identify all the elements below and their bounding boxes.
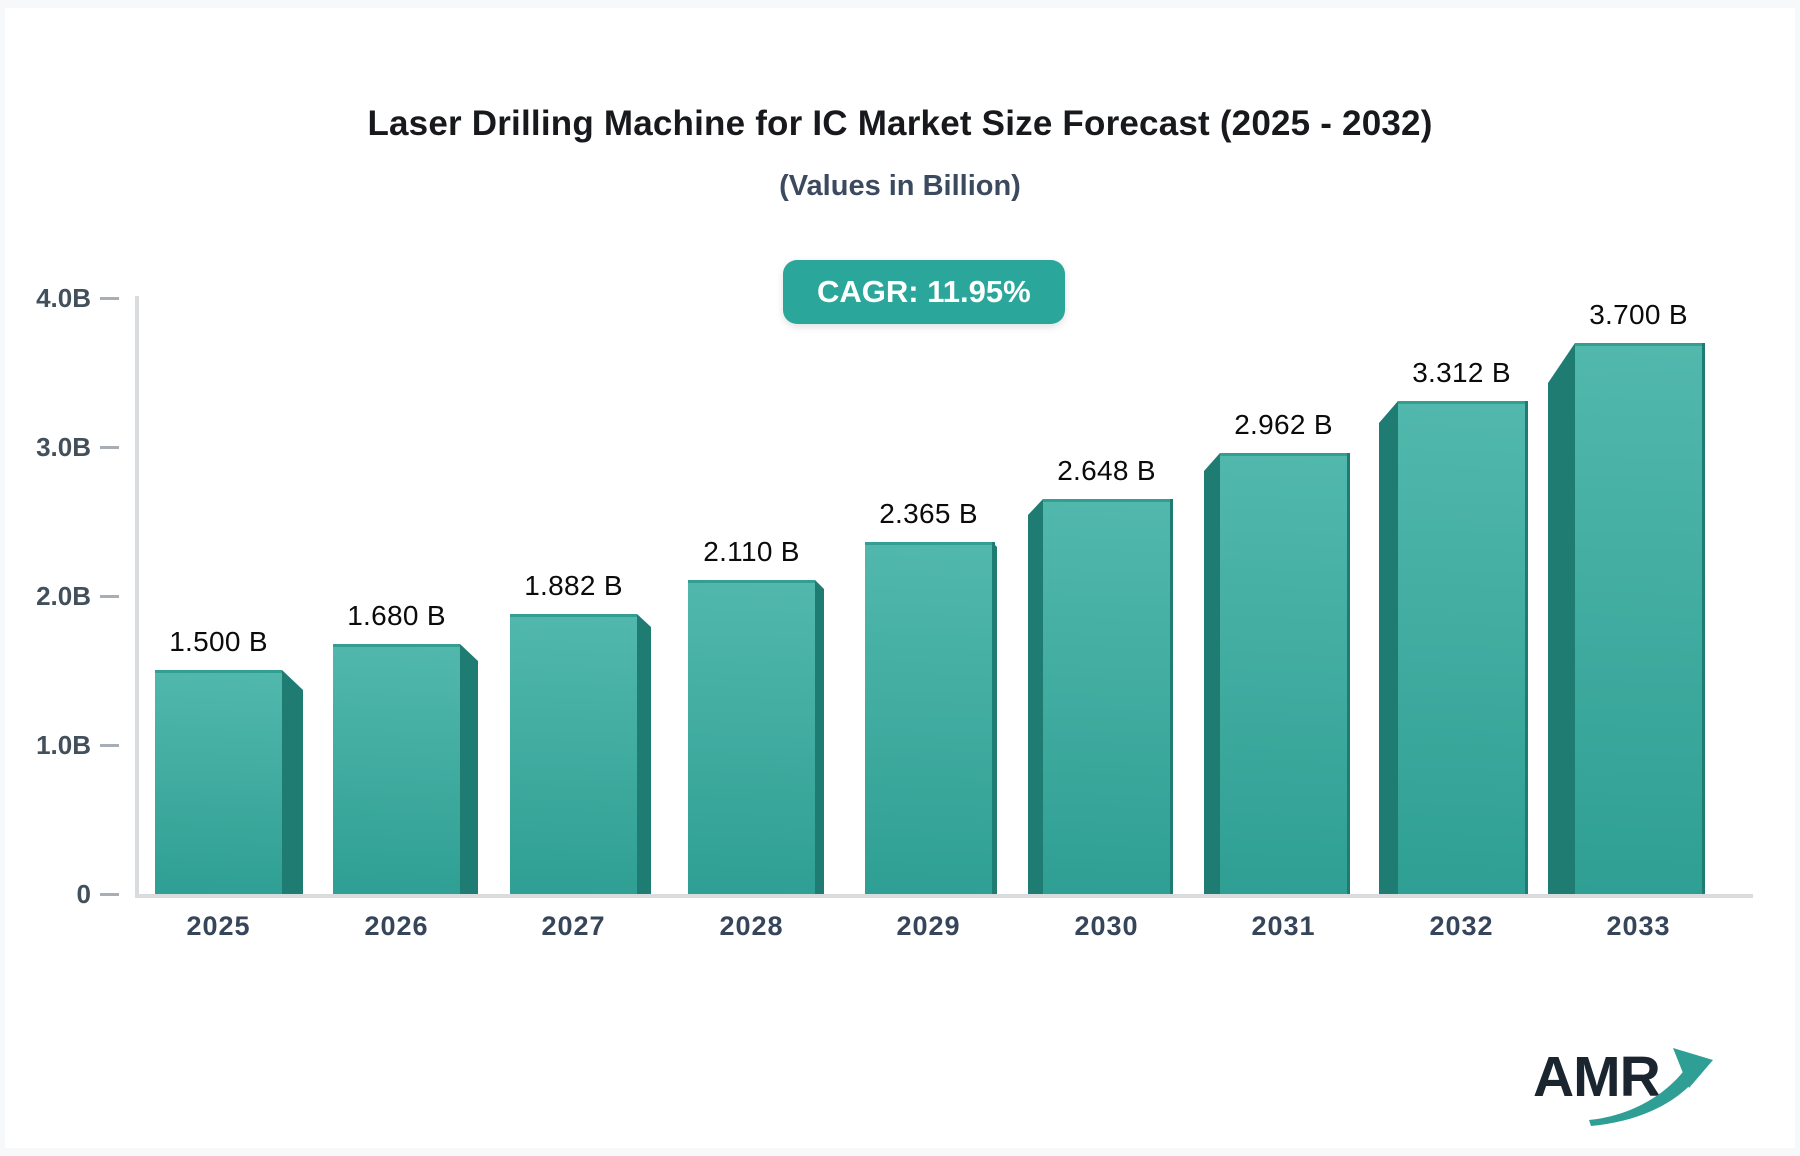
bar-top-edge-2027 [510, 614, 637, 617]
bar-side-2025 [282, 670, 303, 894]
x-tick-label-2033: 2033 [1606, 911, 1671, 941]
bar-value-label-2031: 2.962 B [1234, 409, 1333, 440]
bar-value-label-2033: 3.700 B [1589, 299, 1688, 330]
bar-side-2031 [1204, 453, 1220, 894]
bar-2032 [1398, 401, 1528, 894]
y-tick-label: 3.0B [36, 432, 91, 462]
bar-chart: 0 1.0B 2.0B 3.0B 4.0B 1.500 B 2025 1.680 B 2026 1… [5, 8, 1795, 1148]
bar-side-2027 [637, 614, 651, 894]
bar-side-2032 [1379, 401, 1398, 894]
y-tick-mark [100, 744, 119, 747]
bar-top-edge-2033 [1575, 343, 1702, 346]
chart-subtitle: (Values in Billion) [779, 170, 1021, 202]
x-tick-label-2029: 2029 [896, 911, 961, 941]
x-tick-label-2025: 2025 [186, 911, 251, 941]
bar-top-edge-2030 [1043, 499, 1170, 502]
bar-value-label-2026: 1.680 B [347, 600, 446, 631]
bar-value-label-2028: 2.110 B [703, 536, 800, 567]
bar-value-label-2032: 3.312 B [1412, 357, 1511, 388]
y-tick-label: 1.0B [36, 730, 91, 760]
y-tick-mark [100, 446, 119, 449]
y-axis-line [135, 296, 139, 897]
x-tick-label-2031: 2031 [1251, 911, 1316, 941]
y-tick-label: 2.0B [36, 581, 91, 611]
bar-top-edge-2025 [155, 670, 282, 673]
bar-2027 [510, 614, 637, 894]
x-tick-label-2032: 2032 [1429, 911, 1494, 941]
cagr-badge: CAGR: 11.95% [783, 260, 1065, 324]
bar-side-2033 [1548, 343, 1575, 894]
bar-value-label-2025: 1.500 B [169, 626, 268, 657]
bar-2031 [1220, 453, 1350, 894]
x-tick-label-2027: 2027 [541, 911, 606, 941]
amr-logo-text: AMR [1533, 1045, 1661, 1109]
bar-value-label-2030: 2.648 B [1057, 455, 1156, 486]
bar-top-edge-2031 [1220, 453, 1347, 456]
bar-2026 [333, 644, 460, 894]
growth-arrow-icon [1589, 1048, 1713, 1126]
bar-2029 [865, 542, 995, 894]
bar-side-2026 [460, 644, 478, 894]
amr-logo: AMR [1533, 1044, 1723, 1130]
bar-2030 [1043, 499, 1173, 894]
bar-2033 [1575, 343, 1705, 894]
bar-value-label-2027: 1.882 B [524, 570, 623, 601]
y-tick-label: 4.0B [36, 283, 91, 313]
chart-title: Laser Drilling Machine for IC Market Siz… [367, 104, 1433, 143]
x-tick-label-2026: 2026 [364, 911, 429, 941]
bar-side-2028 [815, 580, 824, 894]
x-tick-label-2028: 2028 [719, 911, 784, 941]
bar-side-2030 [1028, 499, 1043, 894]
chart-card: Laser Drilling Machine for IC Market Siz… [5, 8, 1795, 1148]
y-tick-mark [100, 893, 119, 896]
bar-top-edge-2032 [1398, 401, 1525, 404]
bar-top-edge-2029 [865, 542, 992, 545]
bar-2025 [155, 670, 282, 894]
y-tick-mark [100, 595, 119, 598]
y-tick-mark [100, 297, 119, 300]
bar-value-label-2029: 2.365 B [879, 498, 978, 529]
bar-top-edge-2028 [688, 580, 815, 583]
bar-2028 [688, 580, 815, 894]
y-tick-label: 0 [76, 879, 91, 909]
x-tick-label-2030: 2030 [1074, 911, 1139, 941]
bar-top-edge-2026 [333, 644, 460, 647]
x-axis-line [135, 894, 1753, 898]
